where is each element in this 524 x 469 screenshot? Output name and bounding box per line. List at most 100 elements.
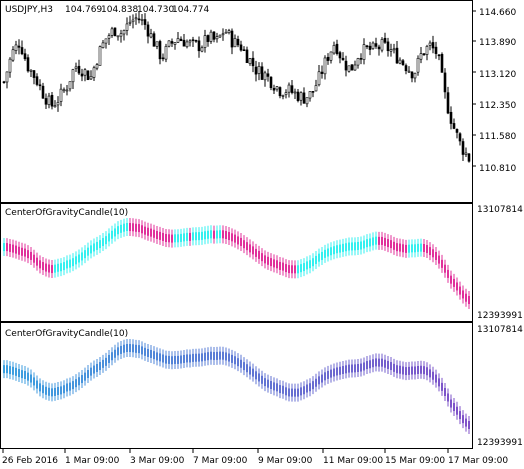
- price-candle-body: [398, 59, 402, 64]
- cog-candle-body: [288, 265, 290, 274]
- cog-candle-body: [39, 260, 41, 269]
- price-candle-body: [302, 92, 306, 104]
- cog-gradient-candle-body: [90, 367, 92, 376]
- cog-candle-body: [243, 240, 245, 249]
- cog-gradient-candle-body: [339, 366, 341, 375]
- price-candle-body: [389, 49, 393, 52]
- cog-gradient-candle-body: [153, 351, 155, 360]
- cog-candle-body: [423, 244, 425, 253]
- cog-gradient-candle-body: [72, 381, 74, 390]
- price-candle-body: [206, 35, 210, 42]
- price-candle-body: [44, 98, 48, 105]
- cog-candle-body: [216, 230, 218, 239]
- price-candle-body: [26, 57, 30, 72]
- price-candle-body: [209, 31, 213, 42]
- price-candle-body: [11, 49, 15, 61]
- price-candle-body: [47, 95, 51, 106]
- price-candle-body: [68, 81, 72, 90]
- cog-candle-body: [291, 265, 293, 274]
- price-candle-body: [425, 46, 429, 55]
- cog-candle-body: [162, 232, 164, 241]
- cog-gradient-candle-body: [234, 356, 236, 365]
- price-tick: 111.580: [479, 132, 516, 142]
- price-candle-body: [467, 153, 471, 162]
- main-price-panel[interactable]: [0, 0, 473, 203]
- price-candle-body: [386, 41, 390, 52]
- cog-gradient-candle-body: [438, 378, 440, 387]
- price-candle-body: [143, 19, 147, 25]
- price-candle-body: [239, 44, 243, 51]
- price-candle-body: [341, 57, 345, 61]
- cog-gradient-candle-body: [21, 370, 23, 379]
- price-candle-body: [176, 38, 180, 43]
- cog-gradient-candle-body: [429, 369, 431, 378]
- cog-gradient-candle-body: [24, 370, 26, 379]
- cog-candle-body: [381, 236, 383, 245]
- cog-gradient-candle-body: [372, 359, 374, 368]
- cog-candle-body: [441, 259, 443, 268]
- cog-candle-body: [462, 290, 464, 299]
- price-candle-body: [197, 40, 201, 52]
- price-candle-body: [305, 97, 309, 105]
- cog-candle-body: [9, 243, 11, 252]
- price-candle-body: [251, 57, 255, 67]
- cog-candle-body: [270, 258, 272, 267]
- price-candle-body: [71, 69, 75, 83]
- price-tick: 112.350: [479, 101, 516, 111]
- cog-gradient-candle-body: [219, 351, 221, 360]
- cog-gradient-candle-body: [174, 355, 176, 364]
- cog-candle-body: [282, 262, 284, 271]
- price-candle-body: [458, 133, 462, 142]
- price-candle-body: [167, 40, 171, 47]
- cog-candle-body: [255, 248, 257, 257]
- cog-candle-body: [36, 257, 38, 266]
- cog-gradient-candle-body: [144, 347, 146, 356]
- price-candle-body: [233, 38, 237, 48]
- cog-gradient-candle-body: [441, 382, 443, 391]
- price-candle-body: [95, 64, 99, 69]
- cog-candle-body: [240, 237, 242, 246]
- cog-candle-body: [453, 278, 455, 287]
- price-candle-body: [146, 24, 150, 37]
- cog-gradient-candle-body: [171, 356, 173, 365]
- price-candle-body: [359, 58, 363, 60]
- price-candle-body: [449, 111, 453, 124]
- price-candle-body: [179, 38, 183, 42]
- cog-candle-body: [408, 244, 410, 253]
- cog-candle-body: [300, 264, 302, 273]
- cog-gradient-candle-body: [465, 418, 467, 427]
- cog-gradient-candle-body: [357, 364, 359, 373]
- cog-gradient-candle-body: [327, 370, 329, 379]
- price-candle-body: [92, 67, 96, 78]
- price-candle-body: [107, 35, 111, 39]
- price-candle-body: [338, 52, 342, 59]
- price-candle-body: [374, 43, 378, 47]
- cog-candle-body: [294, 265, 296, 274]
- ohlc-high: 104.838: [101, 5, 138, 15]
- cog-gradient-candle-body: [114, 349, 116, 358]
- price-candle-body: [137, 18, 141, 21]
- cog-candle-body: [261, 253, 263, 262]
- cog-gradient-candle-body: [243, 362, 245, 371]
- cog-candle-body: [15, 245, 17, 254]
- cog-candle-body: [450, 275, 452, 284]
- price-candle-body: [134, 17, 138, 20]
- indicator-panel-1[interactable]: [0, 203, 473, 322]
- cog-gradient-candle-body: [333, 368, 335, 377]
- cog-gradient-candle-body: [294, 388, 296, 397]
- price-candle-body: [296, 91, 300, 101]
- cog-candle-body: [120, 224, 122, 233]
- cog-candle-body: [111, 230, 113, 239]
- price-candle-body: [59, 88, 63, 102]
- price-candle-body: [452, 123, 456, 129]
- cog-candle-body: [51, 265, 53, 274]
- cog-gradient-candle-body: [411, 366, 413, 375]
- price-candle-body: [245, 49, 249, 64]
- indicator-panel-2[interactable]: [0, 322, 473, 449]
- cog-candle-body: [303, 263, 305, 272]
- time-label: 26 Feb 2016: [2, 456, 58, 466]
- price-candle-body: [221, 33, 225, 36]
- price-candle-body: [254, 66, 258, 75]
- price-tick: 113.890: [479, 38, 516, 48]
